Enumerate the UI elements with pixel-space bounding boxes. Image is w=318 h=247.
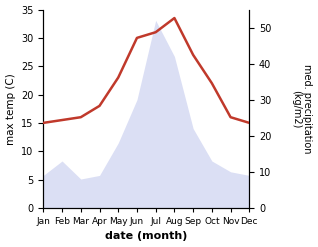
- X-axis label: date (month): date (month): [105, 231, 188, 242]
- Y-axis label: max temp (C): max temp (C): [5, 73, 16, 144]
- Y-axis label: med. precipitation
(kg/m2): med. precipitation (kg/m2): [291, 64, 313, 153]
